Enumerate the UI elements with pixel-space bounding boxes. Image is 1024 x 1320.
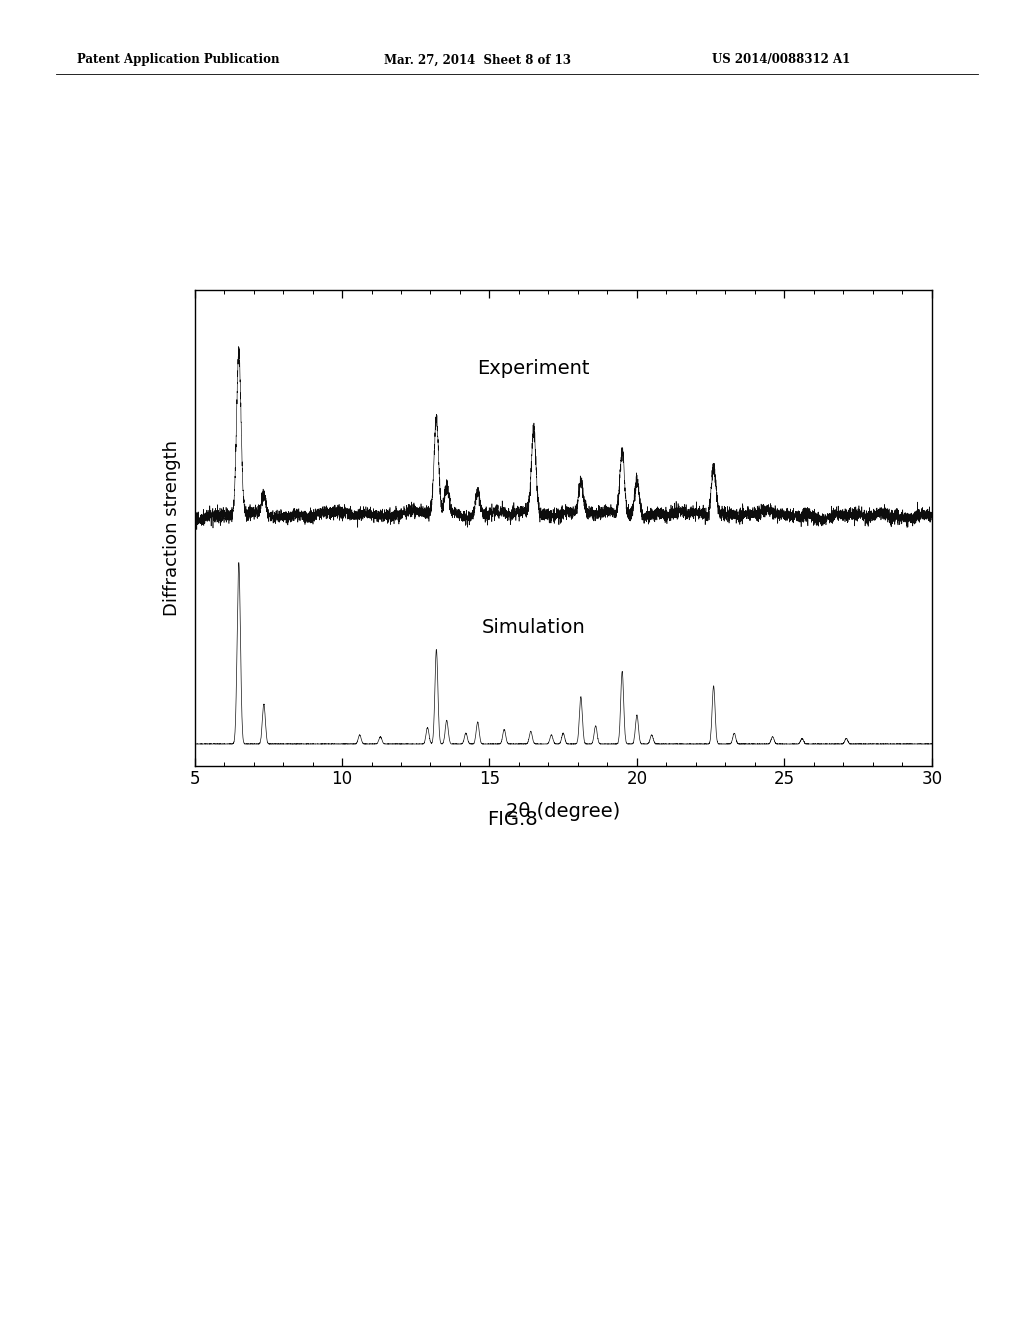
X-axis label: 2θ (degree): 2θ (degree) [506,803,621,821]
Text: Simulation: Simulation [482,618,586,636]
Text: US 2014/0088312 A1: US 2014/0088312 A1 [712,53,850,66]
Text: Experiment: Experiment [477,359,590,378]
Text: Mar. 27, 2014  Sheet 8 of 13: Mar. 27, 2014 Sheet 8 of 13 [384,53,571,66]
Text: Patent Application Publication: Patent Application Publication [77,53,280,66]
Y-axis label: Diffraction strength: Diffraction strength [163,440,180,616]
Text: FIG.8: FIG.8 [486,810,538,829]
